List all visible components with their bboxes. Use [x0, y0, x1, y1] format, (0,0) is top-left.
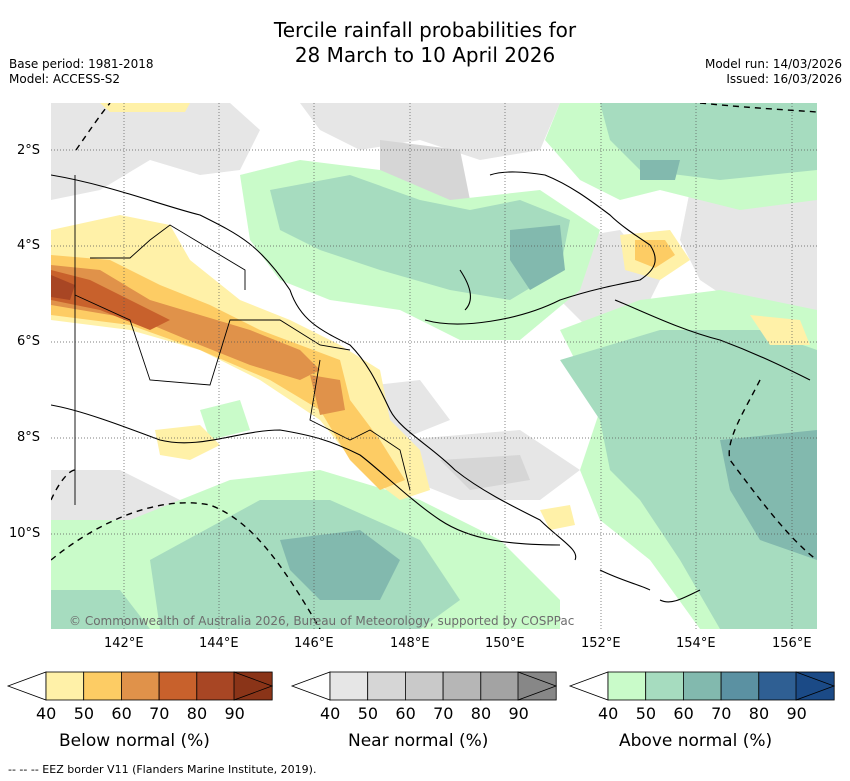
colorbar-above-tick: 40 — [598, 704, 619, 723]
colorbar-above-tick: 80 — [748, 704, 770, 723]
lat-label-6s: 6°S — [17, 334, 41, 349]
colorbar-above-tick: 50 — [635, 704, 657, 723]
lat-label-10s: 10°S — [9, 526, 41, 541]
lon-label-150e: 150°E — [485, 636, 525, 651]
above-normal-regions — [51, 103, 817, 629]
eez-footnote: -- -- -- EEZ border V11 (Flanders Marine… — [8, 763, 317, 776]
political-borders — [74, 175, 411, 505]
colorbar-near-segment — [404, 671, 444, 701]
colorbar-below-segment — [196, 671, 235, 701]
title-line-1: Tercile rainfall probabilities for — [273, 18, 577, 42]
colorbar-below-tick: 40 — [36, 704, 57, 723]
colorbar-near-title: Near normal (%) — [348, 731, 489, 751]
colorbar-below-high-arrow — [233, 671, 274, 701]
colorbar-above-tick: 90 — [786, 704, 807, 723]
colorbar-near-segment — [329, 671, 369, 701]
lat-label-2s: 2°S — [17, 143, 41, 158]
lat-label-4s: 4°S — [17, 238, 41, 253]
colorbar-near-segment — [367, 671, 406, 701]
colorbar-below-tick: 80 — [186, 704, 208, 723]
title-line-2: 28 March to 10 April 2026 — [294, 43, 556, 67]
colorbar-near-tick: 40 — [320, 704, 341, 723]
colorbar-below-segment — [121, 671, 160, 701]
colorbar-near-tick: 80 — [470, 704, 492, 723]
colorbar-above-high-arrow — [795, 671, 836, 701]
coastlines — [51, 171, 811, 603]
colorbar-near-tick: 90 — [508, 704, 529, 723]
lon-label-156e: 156°E — [772, 636, 812, 651]
colorbar-below-normal — [6, 671, 274, 701]
colorbar-below-tick: 50 — [73, 704, 95, 723]
colorbar-below-tick: 70 — [149, 704, 170, 723]
lon-label-146e: 146°E — [294, 636, 334, 651]
colorbar-above-tick: 60 — [673, 704, 694, 723]
base-period: Base period: 1981-2018 — [9, 57, 154, 71]
gridlines — [51, 103, 817, 629]
issued-date: Issued: 16/03/2026 — [726, 72, 842, 86]
lon-label-154e: 154°E — [676, 636, 716, 651]
colorbar-below-low-arrow — [6, 671, 47, 701]
colorbar-near-tick: 60 — [395, 704, 416, 723]
colorbar-above-low-arrow — [568, 671, 609, 701]
colorbar-below-tick: 60 — [111, 704, 132, 723]
lon-label-152e: 152°E — [581, 636, 621, 651]
colorbar-above-segment — [607, 671, 647, 701]
model-run: Model run: 14/03/2026 — [704, 57, 842, 71]
colorbar-above-segment — [758, 671, 797, 701]
lon-label-144e: 144°E — [199, 636, 239, 651]
colorbar-near-normal — [290, 671, 558, 701]
colorbar-above-title: Above normal (%) — [619, 731, 773, 751]
colorbar-near-high-arrow — [517, 671, 558, 701]
colorbar-below-segment — [158, 671, 198, 701]
colorbar-above-segment — [645, 671, 684, 701]
map-area — [51, 103, 817, 629]
colorbar-near-tick: 50 — [357, 704, 379, 723]
colorbar-below-title: Below normal (%) — [59, 731, 210, 751]
run-info: Model run: 14/03/2026 Issued: 16/03/2026 — [705, 57, 842, 87]
colorbar-near-segment — [442, 671, 482, 701]
lat-label-8s: 8°S — [17, 430, 41, 445]
colorbar-near-low-arrow — [290, 671, 331, 701]
colorbar-above-tick: 70 — [711, 704, 732, 723]
model-info: Base period: 1981-2018 Model: ACCESS-S2 — [9, 57, 154, 87]
colorbar-above-normal — [568, 671, 836, 701]
colorbar-above-segment — [683, 671, 722, 701]
lon-label-142e: 142°E — [104, 636, 144, 651]
lon-label-148e: 148°E — [390, 636, 430, 651]
colorbar-above-segment — [720, 671, 760, 701]
colorbar-near-segment — [480, 671, 519, 701]
colorbar-below-segment — [83, 671, 122, 701]
eez-borders — [51, 103, 817, 629]
copyright-notice: © Commonwealth of Australia 2026, Bureau… — [69, 614, 575, 628]
map-title: Tercile rainfall probabilities for 28 Ma… — [0, 18, 850, 68]
colorbar-below-segment — [45, 671, 85, 701]
model-name: Model: ACCESS-S2 — [9, 72, 121, 86]
colorbar-near-tick: 70 — [433, 704, 454, 723]
below-normal-regions — [51, 103, 810, 530]
colorbar-below-tick: 90 — [224, 704, 245, 723]
